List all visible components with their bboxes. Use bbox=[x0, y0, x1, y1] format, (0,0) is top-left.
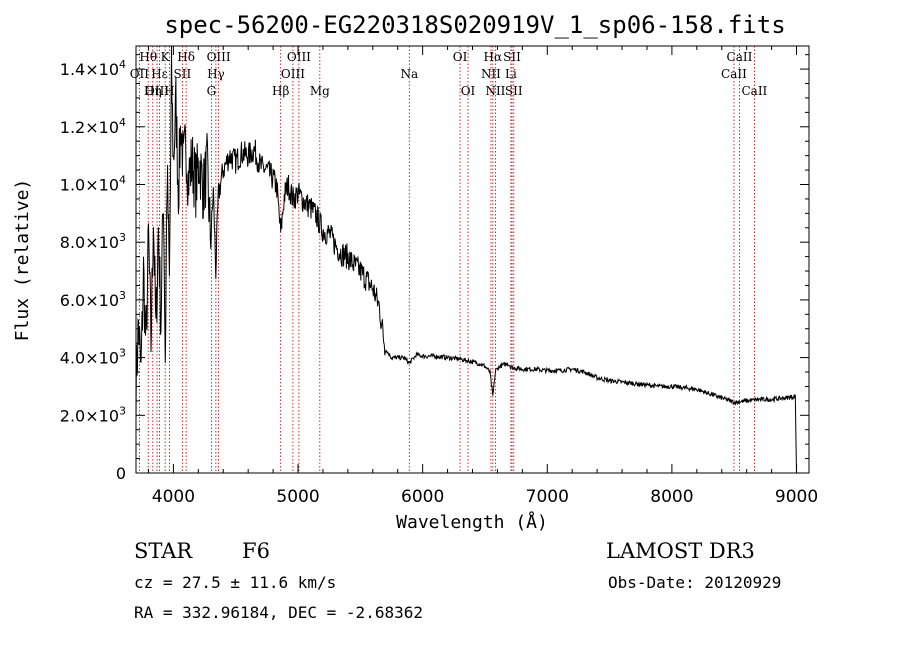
y-tick-label-4: 8.0×103 bbox=[60, 231, 126, 252]
line-marker-label-21: NII bbox=[485, 84, 505, 98]
line-marker-label-17: OI bbox=[453, 50, 468, 64]
line-marker-label-25: CaII bbox=[727, 50, 753, 64]
line-marker-label-19: Hα bbox=[484, 50, 503, 64]
y-tick-mantissa-0: 0 bbox=[116, 464, 126, 483]
line-marker-label-18: OI bbox=[461, 84, 476, 98]
y-tick-label-1: 2.0×103 bbox=[60, 404, 126, 425]
x-axis: 4000 5000 6000 7000 8000 9000 bbox=[147, 46, 818, 507]
object-class: STAR bbox=[134, 539, 193, 563]
y-tick-mantissa-6: 1.2×10 bbox=[60, 118, 119, 137]
line-marker-label-9: OIII bbox=[207, 50, 231, 64]
y-tick-label-0: 0 bbox=[116, 464, 126, 483]
x-tick-label-2: 6000 bbox=[401, 487, 444, 507]
line-marker-label-7: SII bbox=[174, 67, 192, 81]
y-tick-label-5: 1.0×104 bbox=[60, 173, 126, 194]
line-marker-label-12: Hβ bbox=[272, 84, 289, 98]
line-marker-label-13: OIII bbox=[287, 50, 311, 64]
y-tick-mantissa-1: 2.0×10 bbox=[60, 406, 119, 425]
line-marker-label-5: Hη bbox=[144, 84, 162, 98]
line-marker-label-22: SII bbox=[503, 50, 521, 64]
y-tick-label-3: 6.0×103 bbox=[60, 289, 126, 310]
y-tick-mantissa-7: 1.4×10 bbox=[60, 60, 119, 79]
y-tick-exponent-2: 3 bbox=[119, 347, 126, 360]
spectrum-line bbox=[135, 45, 797, 474]
y-tick-exponent-3: 3 bbox=[119, 289, 126, 302]
line-marker-label-4: Hε bbox=[151, 67, 168, 81]
y-tick-label-2: 4.0×103 bbox=[60, 347, 126, 368]
x-tick-label-5: 9000 bbox=[775, 487, 818, 507]
y-axis-label: Flux (relative) bbox=[12, 179, 33, 342]
line-marker-label-24: SII bbox=[505, 84, 523, 98]
observation-date: Obs-Date: 20120929 bbox=[608, 573, 782, 592]
y-tick-mantissa-3: 6.0×10 bbox=[60, 291, 119, 310]
line-marker-label-11: G bbox=[207, 84, 217, 98]
line-marker-label-1: OII bbox=[130, 67, 150, 81]
y-tick-exponent-7: 4 bbox=[119, 58, 126, 71]
y-axis: 02.0×1034.0×1036.0×1038.0×1031.0×1041.2×… bbox=[60, 54, 809, 483]
line-marker-label-8: Hδ bbox=[177, 50, 195, 64]
y-tick-mantissa-4: 8.0×10 bbox=[60, 233, 119, 252]
line-marker-label-6: H bbox=[164, 84, 174, 98]
line-marker-label-26: CaII bbox=[721, 67, 747, 81]
line-marker-label-0: Hθ bbox=[139, 50, 157, 64]
redshift-cz: cz = 27.5 ± 11.6 km/s bbox=[134, 573, 337, 592]
y-tick-exponent-1: 3 bbox=[119, 404, 126, 417]
x-tick-label-4: 8000 bbox=[650, 487, 693, 507]
x-tick-label-0: 4000 bbox=[152, 487, 195, 507]
line-marker-label-2: OIII bbox=[145, 84, 169, 98]
survey-name: LAMOST DR3 bbox=[606, 539, 755, 563]
y-tick-mantissa-2: 4.0×10 bbox=[60, 349, 119, 368]
coordinates: RA = 332.96184, DEC = -2.68362 bbox=[134, 603, 423, 622]
y-tick-exponent-5: 4 bbox=[119, 173, 126, 186]
plot-frame bbox=[135, 45, 810, 474]
line-marker-label-23: Li bbox=[505, 67, 517, 81]
line-marker-label-27: CaII bbox=[741, 84, 767, 98]
spectrum-series bbox=[135, 45, 797, 474]
x-tick-label-1: 5000 bbox=[276, 487, 319, 507]
line-marker-label-14: OIII bbox=[281, 67, 305, 81]
line-marker-label-3: K bbox=[161, 50, 171, 64]
line-marker-label-20: NII bbox=[481, 67, 501, 81]
y-tick-label-6: 1.2×104 bbox=[60, 116, 126, 137]
y-tick-mantissa-5: 1.0×10 bbox=[60, 175, 119, 194]
line-marker-label-10: Hγ bbox=[207, 67, 225, 81]
x-axis-label: Wavelength (Å) bbox=[396, 511, 548, 533]
y-tick-label-7: 1.4×104 bbox=[60, 58, 126, 79]
y-tick-exponent-6: 4 bbox=[119, 116, 126, 129]
chart-title: spec-56200-EG220318S020919V_1_sp06-158.f… bbox=[164, 11, 785, 39]
x-tick-label-3: 7000 bbox=[526, 487, 569, 507]
y-tick-exponent-4: 3 bbox=[119, 231, 126, 244]
line-marker-label-16: Na bbox=[400, 67, 418, 81]
object-subclass: F6 bbox=[242, 539, 270, 563]
line-markers bbox=[138, 46, 755, 473]
line-marker-label-15: Mg bbox=[310, 84, 330, 98]
